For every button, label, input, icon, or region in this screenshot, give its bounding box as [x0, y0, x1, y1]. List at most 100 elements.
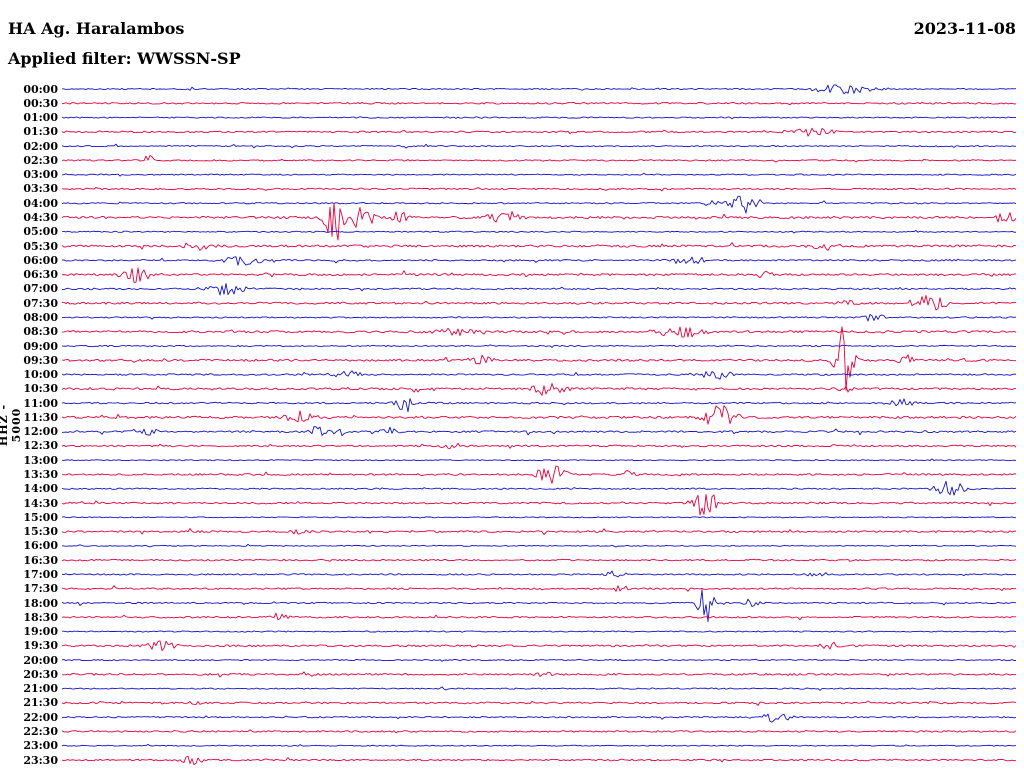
- time-label-1730: 17:30: [23, 582, 58, 596]
- seismo-trace-1230: [61, 442, 1017, 450]
- time-label-2230: 22:30: [23, 724, 58, 738]
- time-label-1130: 11:30: [23, 410, 58, 424]
- seismo-trace-0900: [61, 344, 1017, 348]
- time-label-0630: 06:30: [23, 268, 58, 282]
- time-label-1530: 15:30: [23, 525, 58, 539]
- time-label-0200: 02:00: [23, 139, 58, 153]
- seismo-trace-0100: [61, 116, 1017, 120]
- seismo-trace-0500: [61, 229, 1017, 234]
- time-label-2130: 21:30: [23, 696, 58, 710]
- time-label-0030: 00:30: [23, 96, 58, 110]
- seismo-trace-0430: [61, 202, 1017, 241]
- time-label-0430: 04:30: [23, 211, 58, 224]
- seismo-trace-0600: [61, 256, 1017, 266]
- seismo-trace-1900: [61, 630, 1017, 633]
- time-label-1600: 16:00: [23, 539, 58, 553]
- time-label-0500: 05:00: [23, 225, 58, 239]
- seismo-trace-0730: [61, 295, 1017, 311]
- seismo-trace-1930: [61, 640, 1017, 652]
- time-label-1400: 14:00: [23, 482, 58, 496]
- seismo-trace-0830: [61, 326, 1017, 338]
- filter-label: Applied filter: WWSSN-SP: [8, 49, 241, 68]
- seismo-trace-2000: [61, 658, 1017, 662]
- seismo-trace-2300: [61, 743, 1017, 747]
- time-label-2200: 22:00: [23, 710, 58, 724]
- seismo-trace-0400: [61, 195, 1017, 214]
- time-label-0700: 07:00: [23, 282, 58, 296]
- time-label-0600: 06:00: [23, 253, 58, 267]
- seismo-trace-0630: [61, 267, 1017, 283]
- seismo-trace-1630: [61, 558, 1017, 562]
- time-label-1930: 19:30: [23, 639, 58, 653]
- seismo-trace-1800: [61, 589, 1017, 623]
- seismo-trace-1000: [61, 370, 1017, 380]
- time-label-0830: 08:30: [23, 325, 58, 339]
- seismo-trace-0530: [61, 242, 1017, 251]
- time-label-1430: 14:30: [23, 496, 58, 510]
- time-label-0930: 09:30: [23, 353, 58, 367]
- seismo-trace-1330: [61, 465, 1017, 484]
- time-label-1830: 18:30: [23, 610, 58, 624]
- seismo-trace-0000: [61, 84, 1017, 95]
- time-label-2100: 21:00: [23, 682, 58, 696]
- seismo-trace-1400: [61, 480, 1017, 496]
- station-title: HA Ag. Haralambos: [8, 19, 185, 38]
- time-label-0530: 05:30: [23, 239, 58, 253]
- time-label-1800: 18:00: [23, 596, 58, 610]
- seismo-trace-0030: [61, 101, 1017, 106]
- seismo-trace-0200: [61, 143, 1017, 149]
- seismo-trace-1830: [61, 612, 1017, 621]
- time-label-1500: 15:00: [23, 510, 58, 524]
- seismo-trace-2130: [61, 700, 1017, 706]
- seismo-trace-0700: [61, 283, 1017, 296]
- seismo-trace-2230: [61, 729, 1017, 734]
- seismo-trace-0800: [61, 313, 1017, 322]
- time-label-0400: 04:00: [23, 196, 58, 210]
- time-label-1000: 10:00: [23, 368, 58, 381]
- seismo-trace-1700: [61, 570, 1017, 578]
- time-label-1900: 19:00: [23, 625, 58, 638]
- seismo-trace-2030: [61, 671, 1017, 678]
- time-label-0730: 07:30: [23, 296, 58, 310]
- date-label: 2023-11-08: [913, 19, 1016, 38]
- time-label-1230: 12:30: [23, 439, 58, 453]
- time-label-1700: 17:00: [23, 567, 58, 581]
- time-label-1100: 11:00: [23, 396, 58, 410]
- seismo-trace-1130: [61, 405, 1017, 425]
- seismo-trace-1300: [61, 458, 1017, 462]
- seismo-trace-2100: [61, 686, 1017, 691]
- time-label-0800: 08:00: [23, 310, 58, 324]
- seismo-trace-2330: [61, 755, 1017, 766]
- time-label-1200: 12:00: [23, 425, 58, 439]
- seismo-trace-0230: [61, 154, 1017, 163]
- time-label-1330: 13:30: [23, 468, 58, 481]
- time-label-0130: 01:30: [23, 125, 58, 139]
- time-label-2030: 20:30: [23, 667, 58, 681]
- time-label-0230: 02:30: [23, 153, 58, 167]
- seismo-trace-1030: [61, 383, 1017, 396]
- seismo-trace-2200: [61, 713, 1017, 723]
- time-label-0000: 00:00: [23, 82, 58, 96]
- seismo-trace-1530: [61, 528, 1017, 536]
- seismo-trace-1200: [61, 426, 1017, 437]
- seismo-trace-1500: [61, 516, 1017, 519]
- time-label-0330: 03:30: [23, 182, 58, 196]
- seismo-trace-0300: [61, 172, 1017, 177]
- time-label-0300: 03:00: [23, 168, 58, 182]
- seismo-trace-0930: [61, 326, 1017, 391]
- time-label-0100: 01:00: [23, 111, 58, 125]
- time-label-1630: 16:30: [23, 553, 58, 567]
- time-label-2000: 20:00: [23, 653, 58, 667]
- seismo-trace-0330: [61, 186, 1017, 192]
- seismo-trace-1430: [61, 494, 1017, 516]
- time-label-2300: 23:00: [23, 739, 58, 753]
- seismo-trace-0130: [61, 127, 1017, 137]
- time-label-0900: 09:00: [23, 339, 58, 353]
- time-label-2330: 23:30: [23, 753, 58, 767]
- time-label-1300: 13:00: [23, 453, 58, 467]
- time-label-1030: 10:30: [23, 382, 58, 396]
- seismo-trace-1600: [61, 543, 1017, 548]
- seismo-trace-1730: [61, 585, 1017, 592]
